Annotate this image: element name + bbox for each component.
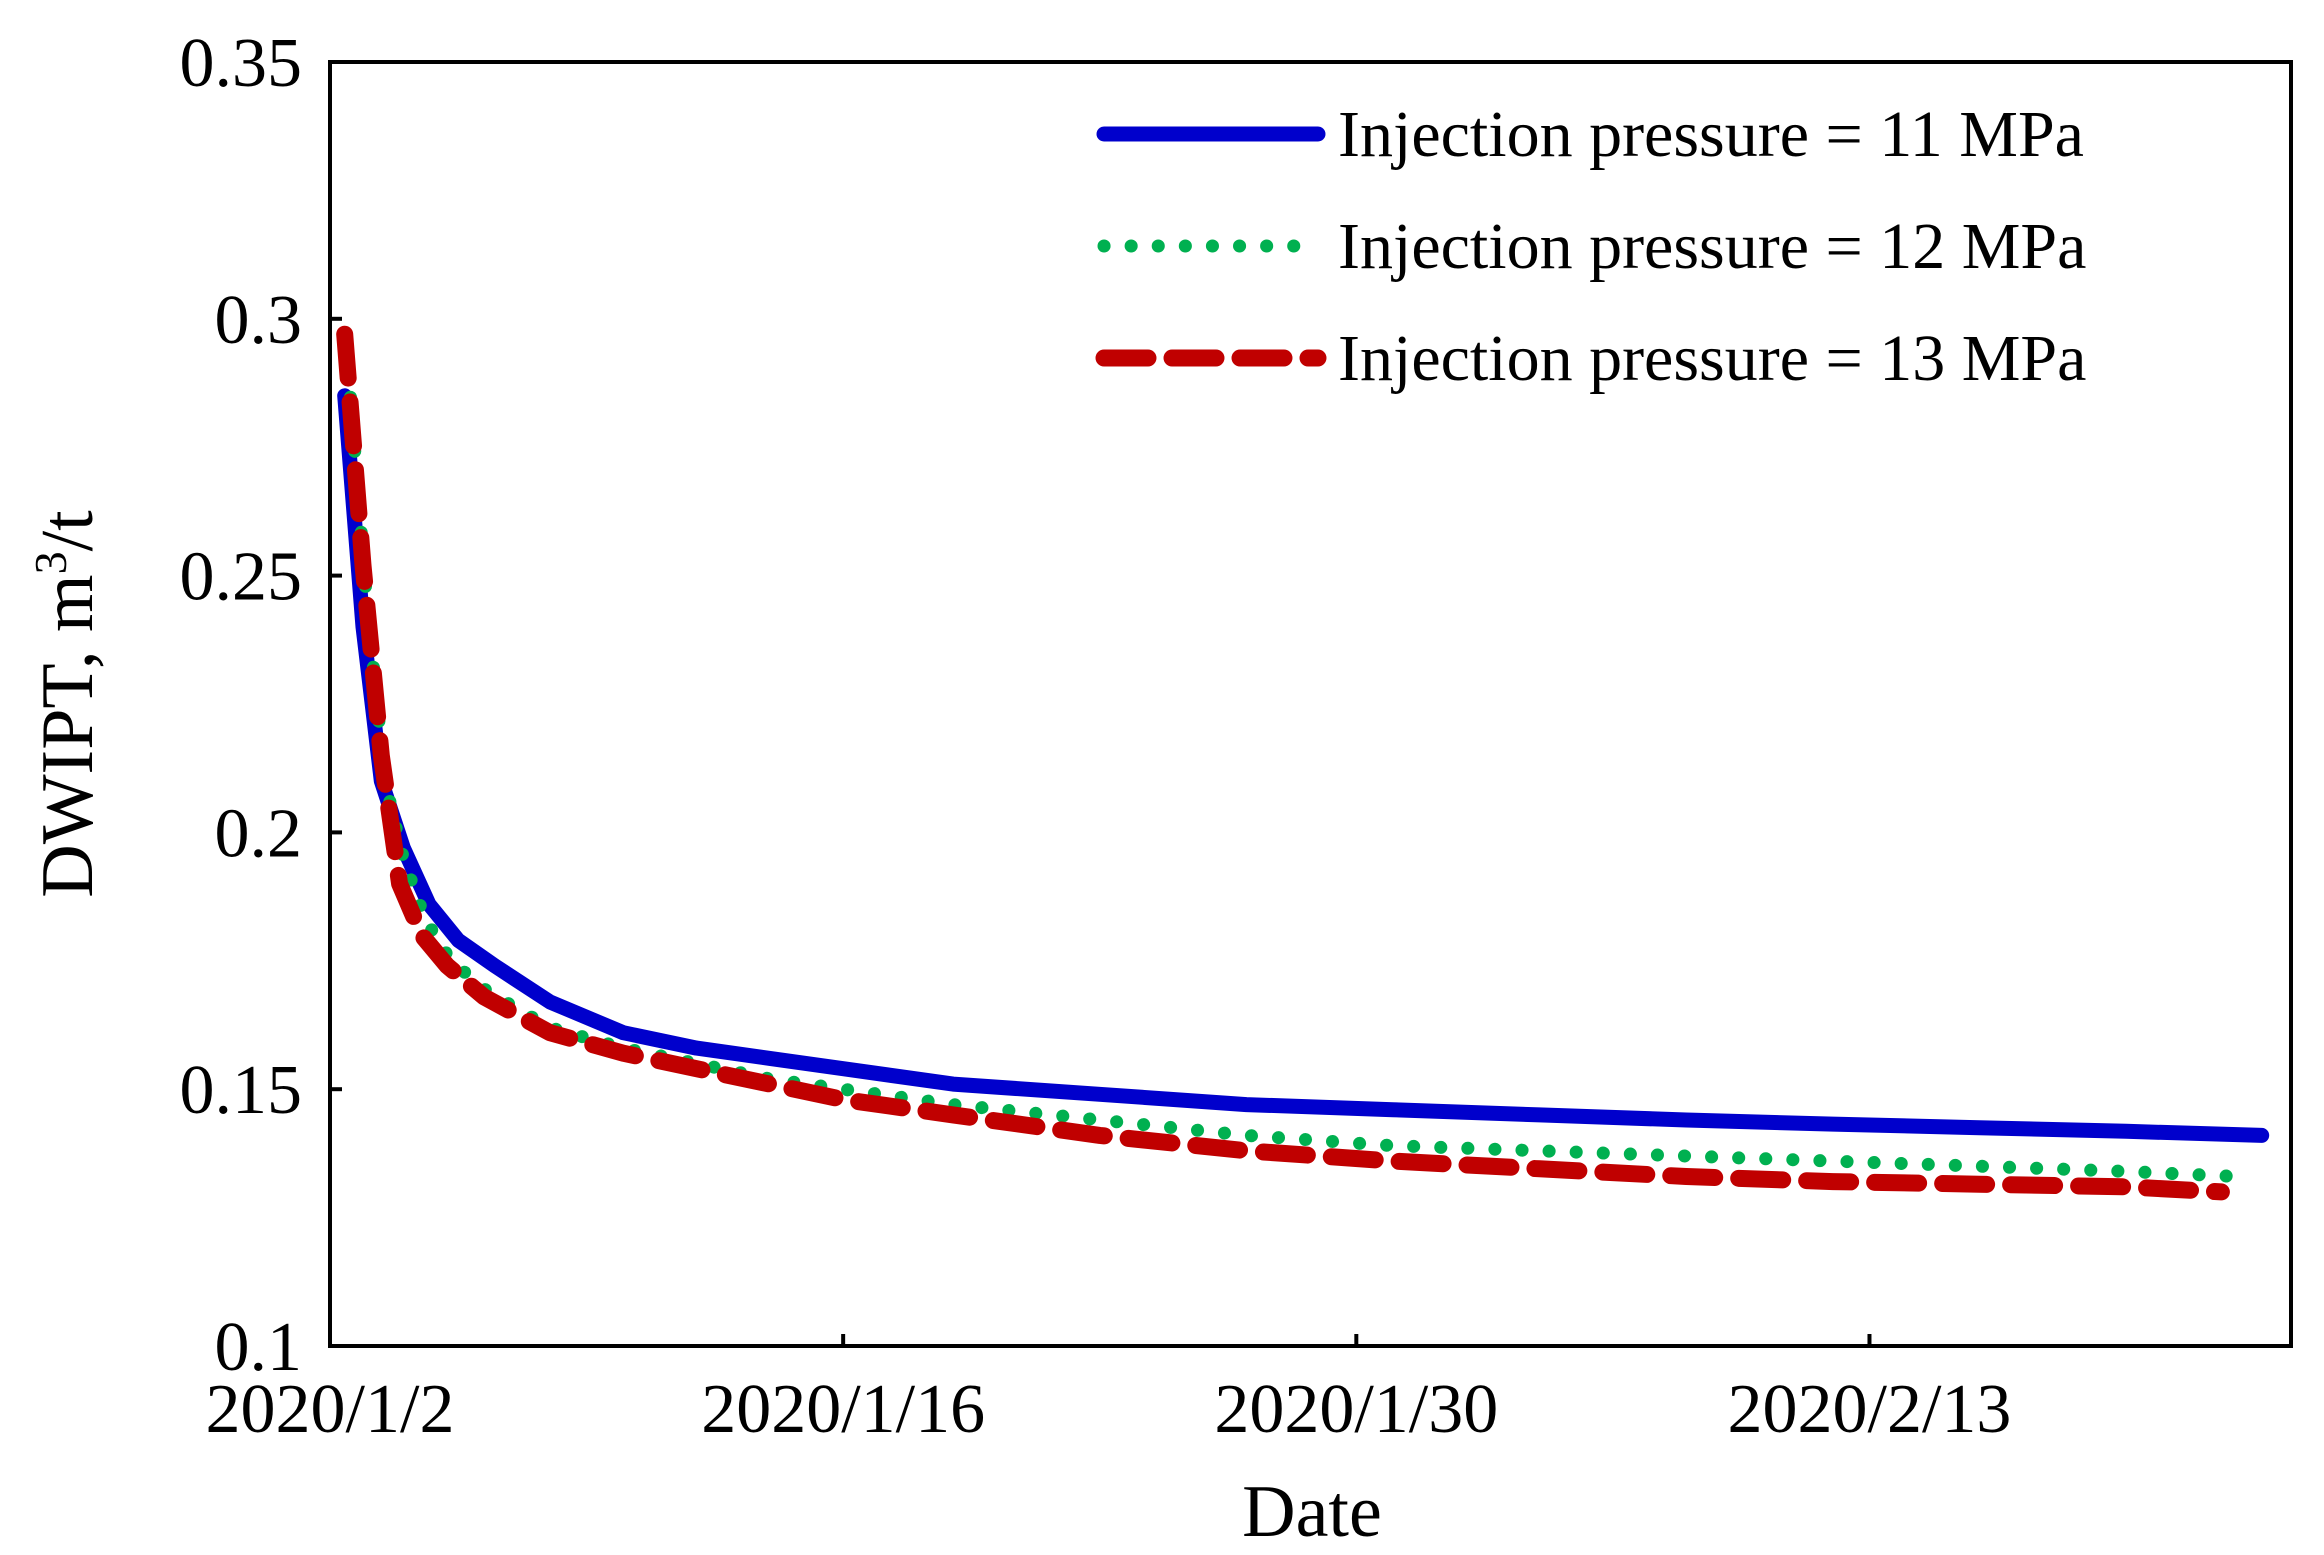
- y-tick-label: 0.1: [215, 1309, 303, 1386]
- y-tick-label: 0.2: [215, 795, 303, 872]
- series-line-3: [336, 325, 2230, 1201]
- y-tick-label: 0.35: [180, 25, 303, 102]
- legend-label-1: Injection pressure = 11 MPa: [1338, 98, 2084, 171]
- y-axis-title: DWIPT, m3/t: [25, 510, 109, 898]
- legend-label-3: Injection pressure = 13 MPa: [1338, 322, 2086, 395]
- y-axis-title-main: DWIPT, m: [27, 574, 109, 897]
- tick-layer: 0.1 0.15 0.2 0.25 0.3 0.35 2020/1/2 2020/1/16 20…: [180, 25, 2012, 1448]
- y-tick-label: 0.15: [180, 1052, 303, 1129]
- x-tick-label: 2020/1/30: [1214, 1371, 1498, 1448]
- y-tick-label: 0.25: [180, 539, 303, 616]
- y-axis-title-superscript: 3: [25, 551, 76, 574]
- legend-label-2: Injection pressure = 12 MPa: [1338, 210, 2086, 283]
- y-axis-title-suffix: /t: [27, 510, 109, 552]
- x-axis-title: Date: [1242, 1471, 1382, 1553]
- x-tick-label: 2020/2/13: [1728, 1371, 2012, 1448]
- legend: Injection pressure = 11 MPa Injection pre…: [1095, 98, 2086, 395]
- series-line-2: [341, 363, 2243, 1183]
- y-tick-label: 0.3: [215, 282, 303, 359]
- x-tick-label: 2020/1/2: [206, 1371, 455, 1448]
- series-layer: [336, 325, 2270, 1201]
- plot-frame: [328, 60, 2293, 1348]
- x-tick-label: 2020/1/16: [701, 1371, 985, 1448]
